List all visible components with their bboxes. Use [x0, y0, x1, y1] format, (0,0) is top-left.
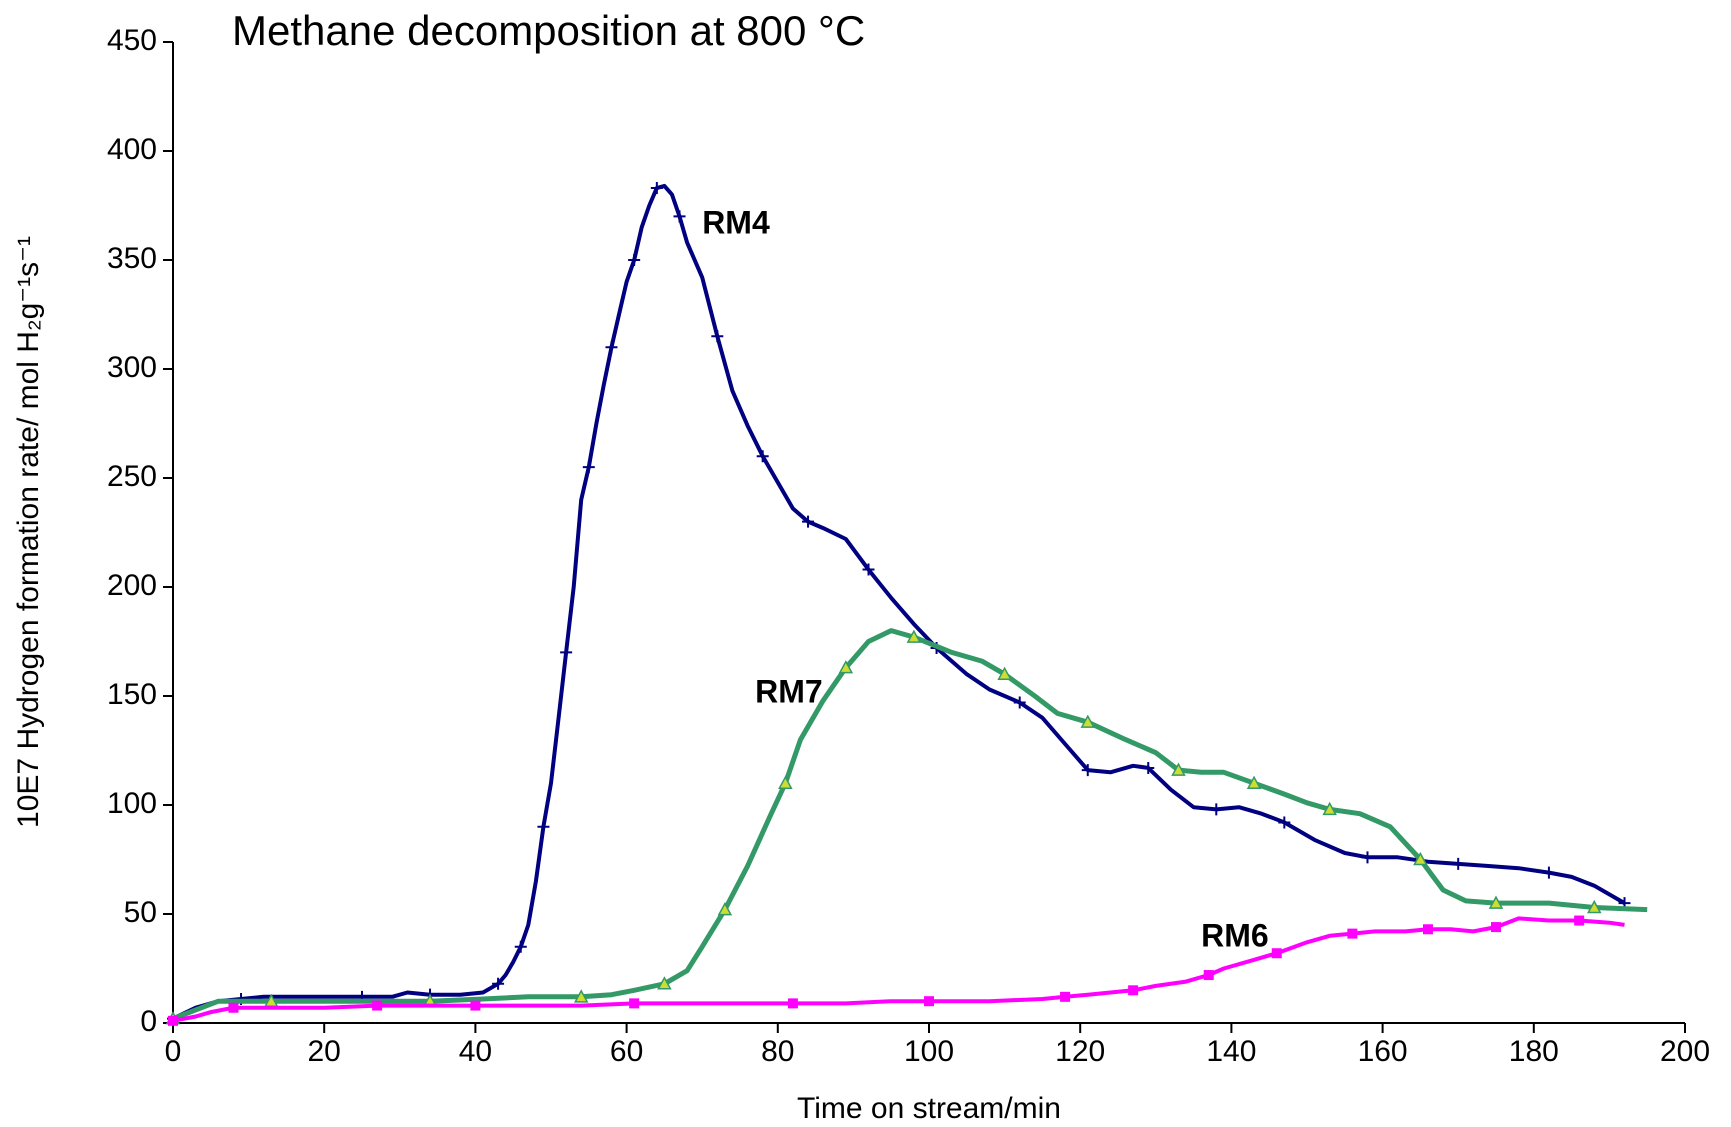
marker: [1347, 928, 1358, 939]
marker: [228, 1002, 239, 1013]
marker: [492, 977, 505, 990]
marker: [1322, 801, 1337, 816]
series-line: [172, 916, 1625, 1023]
marker: [1278, 816, 1291, 829]
y-tick-label: 50: [124, 896, 157, 929]
marker: [1171, 762, 1186, 776]
marker: [514, 940, 527, 953]
series-line: [172, 628, 1648, 1021]
marker: [673, 210, 686, 223]
marker: [650, 182, 663, 195]
x-axis-label: Time on stream/min: [797, 1092, 1061, 1125]
x-tick-label: 100: [904, 1035, 954, 1068]
y-axis-label: 10E7 Hydrogen formation rate/ mol H₂g⁻¹s…: [12, 236, 45, 828]
marker: [657, 976, 672, 990]
y-tick-label: 100: [107, 787, 157, 820]
marker: [470, 1000, 481, 1011]
x-tick-label: 60: [610, 1035, 643, 1068]
marker: [1013, 696, 1026, 709]
marker: [1271, 948, 1282, 959]
x-tick-label: 180: [1509, 1035, 1559, 1068]
marker: [1142, 761, 1155, 774]
marker: [1081, 764, 1094, 777]
marker: [1413, 851, 1428, 866]
marker: [1361, 851, 1374, 864]
marker: [802, 515, 815, 528]
marker: [862, 563, 875, 576]
y-tick-label: 200: [107, 569, 157, 602]
x-tick-label: 140: [1206, 1035, 1256, 1068]
marker: [1542, 866, 1555, 879]
marker: [537, 820, 550, 833]
marker: [560, 646, 573, 659]
y-tick-label: 350: [107, 242, 157, 275]
marker: [997, 666, 1012, 680]
y-tick-label: 150: [107, 678, 157, 711]
marker: [1080, 714, 1096, 728]
marker: [629, 998, 640, 1009]
y-tick-label: 300: [107, 351, 157, 384]
marker: [1587, 899, 1602, 914]
x-tick-label: 160: [1358, 1035, 1408, 1068]
marker: [582, 461, 595, 474]
annotation: RM6: [1201, 917, 1269, 953]
marker: [711, 330, 724, 343]
chart-title: Methane decomposition at 800 °C: [232, 7, 865, 54]
marker: [628, 254, 641, 266]
marker: [1452, 857, 1465, 870]
marker: [906, 629, 922, 643]
marker: [1488, 895, 1504, 909]
marker: [787, 998, 798, 1009]
marker: [1491, 922, 1501, 933]
x-tick-label: 120: [1055, 1035, 1105, 1068]
annotation: RM7: [755, 673, 823, 709]
marker: [717, 902, 733, 916]
marker: [778, 775, 793, 789]
marker: [372, 1000, 383, 1011]
marker: [924, 996, 934, 1007]
marker: [1574, 915, 1585, 926]
series-line: [172, 183, 1626, 1021]
y-tick-label: 250: [107, 460, 157, 493]
annotation: RM4: [702, 205, 770, 241]
marker: [1210, 803, 1223, 816]
marker: [756, 450, 769, 463]
marker: [1060, 991, 1071, 1002]
x-tick-label: 80: [761, 1035, 794, 1068]
y-tick-label: 400: [107, 133, 157, 166]
y-tick-label: 0: [140, 1005, 157, 1038]
x-tick-label: 40: [459, 1035, 492, 1068]
x-tick-label: 0: [165, 1035, 182, 1068]
marker: [605, 341, 618, 354]
marker: [573, 989, 589, 1003]
marker: [1128, 985, 1139, 996]
x-tick-label: 200: [1660, 1035, 1710, 1068]
marker: [1246, 775, 1262, 789]
marker: [1203, 970, 1214, 981]
x-tick-label: 20: [308, 1035, 341, 1068]
marker: [838, 660, 854, 674]
marker: [1422, 924, 1433, 935]
marker: [168, 1015, 178, 1026]
y-tick-label: 450: [107, 24, 157, 57]
